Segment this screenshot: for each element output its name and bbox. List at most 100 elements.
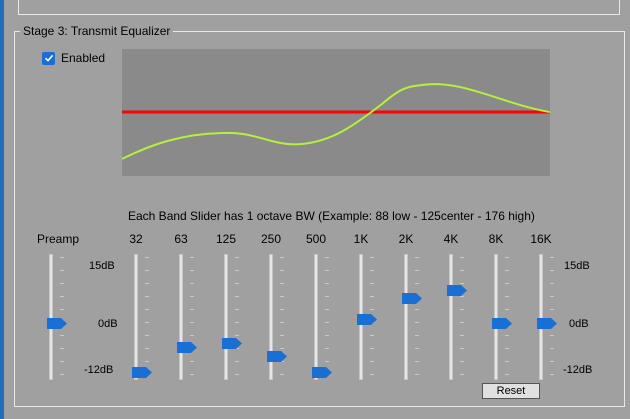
- slider-tick: [460, 283, 464, 284]
- band-label-band-500: 500: [305, 232, 327, 246]
- slider-tick: [280, 283, 284, 284]
- slider-thumb[interactable]: [267, 351, 287, 362]
- slider-thumb[interactable]: [357, 314, 377, 325]
- slider-tick: [325, 283, 329, 284]
- slider-tick: [235, 374, 239, 375]
- slider-track: [134, 254, 138, 380]
- band-label-band-32: 32: [129, 232, 143, 246]
- slider-tick: [505, 296, 509, 297]
- slider-tick: [190, 335, 194, 336]
- slider-tick: [190, 283, 194, 284]
- slider-thumb[interactable]: [492, 318, 512, 329]
- slider-tick: [145, 361, 149, 362]
- slider-tick: [550, 283, 554, 284]
- slider-tick: [190, 361, 194, 362]
- left-scale-top: 15dB: [89, 260, 115, 272]
- slider-tick: [190, 296, 194, 297]
- slider-tick: [550, 348, 554, 349]
- slider-tick: [505, 283, 509, 284]
- left-scale-mid: 0dB: [98, 318, 118, 330]
- band-label-band-8k: 8K: [488, 232, 504, 246]
- slider-track: [314, 254, 318, 380]
- slider-track: [494, 254, 498, 380]
- slider-tick: [60, 348, 64, 349]
- slider-tick: [145, 296, 149, 297]
- slider-tick: [550, 335, 554, 336]
- slider-tick: [235, 296, 239, 297]
- slider-thumb[interactable]: [402, 293, 422, 304]
- slider-tick: [60, 374, 64, 375]
- slider-tick: [325, 270, 329, 271]
- reset-button[interactable]: Reset: [482, 383, 540, 399]
- equalizer-panel: Stage 3: Transmit Equalizer Enabled Each…: [4, 0, 630, 419]
- slider-tick: [370, 335, 374, 336]
- slider-thumb[interactable]: [132, 367, 152, 378]
- slider-tick: [235, 283, 239, 284]
- slider-track: [539, 254, 543, 380]
- slider-tick: [280, 309, 284, 310]
- slider-tick: [550, 309, 554, 310]
- slider-tick: [280, 257, 284, 258]
- slider-tick: [460, 257, 464, 258]
- slider-tick: [325, 309, 329, 310]
- slider-tick: [415, 309, 419, 310]
- slider-tick: [460, 296, 464, 297]
- slider-tick: [145, 270, 149, 271]
- slider-tick: [325, 257, 329, 258]
- slider-tick: [60, 270, 64, 271]
- slider-tick: [415, 361, 419, 362]
- slider-tick: [550, 257, 554, 258]
- slider-tick: [415, 270, 419, 271]
- equalizer-groupbox: [14, 31, 625, 407]
- slider-tick: [280, 361, 284, 362]
- slider-tick: [145, 257, 149, 258]
- slider-tick: [145, 322, 149, 323]
- slider-tick: [550, 374, 554, 375]
- band-label-band-250: 250: [260, 232, 282, 246]
- right-scale-bottom: -12dB: [563, 364, 593, 376]
- slider-tick: [505, 335, 509, 336]
- slider-thumb[interactable]: [177, 342, 197, 353]
- slider-tick: [235, 361, 239, 362]
- slider-tick: [235, 335, 239, 336]
- slider-thumb[interactable]: [222, 338, 242, 349]
- slider-tick: [370, 270, 374, 271]
- slider-tick: [370, 283, 374, 284]
- slider-track: [49, 254, 53, 380]
- slider-tick: [60, 361, 64, 362]
- slider-tick: [190, 270, 194, 271]
- preamp-label: Preamp: [37, 232, 80, 246]
- slider-tick: [145, 335, 149, 336]
- previous-stage-groupbox: [18, 0, 620, 15]
- slider-tick: [505, 374, 509, 375]
- enabled-checkbox[interactable]: Enabled: [42, 51, 105, 65]
- window-accent-bar: [0, 0, 4, 419]
- checkmark-icon: [42, 51, 55, 65]
- slider-tick: [460, 374, 464, 375]
- slider-tick: [190, 257, 194, 258]
- slider-tick: [415, 257, 419, 258]
- slider-tick: [550, 270, 554, 271]
- band-label-band-1k: 1K: [353, 232, 369, 246]
- slider-tick: [460, 270, 464, 271]
- slider-tick: [60, 309, 64, 310]
- slider-tick: [280, 296, 284, 297]
- slider-tick: [60, 283, 64, 284]
- left-scale-bottom: -12dB: [84, 364, 114, 376]
- groupbox-title: Stage 3: Transmit Equalizer: [20, 24, 174, 38]
- slider-thumb[interactable]: [537, 318, 557, 329]
- slider-thumb[interactable]: [47, 318, 67, 329]
- slider-thumb[interactable]: [447, 285, 467, 296]
- slider-tick: [280, 374, 284, 375]
- slider-track: [404, 254, 408, 380]
- enabled-label: Enabled: [61, 51, 106, 65]
- slider-tick: [370, 348, 374, 349]
- band-label-band-2k: 2K: [398, 232, 414, 246]
- slider-track: [224, 254, 228, 380]
- slider-tick: [415, 322, 419, 323]
- band-label-band-4k: 4K: [443, 232, 459, 246]
- slider-tick: [280, 270, 284, 271]
- slider-thumb[interactable]: [312, 367, 332, 378]
- slider-tick: [415, 374, 419, 375]
- slider-tick: [460, 361, 464, 362]
